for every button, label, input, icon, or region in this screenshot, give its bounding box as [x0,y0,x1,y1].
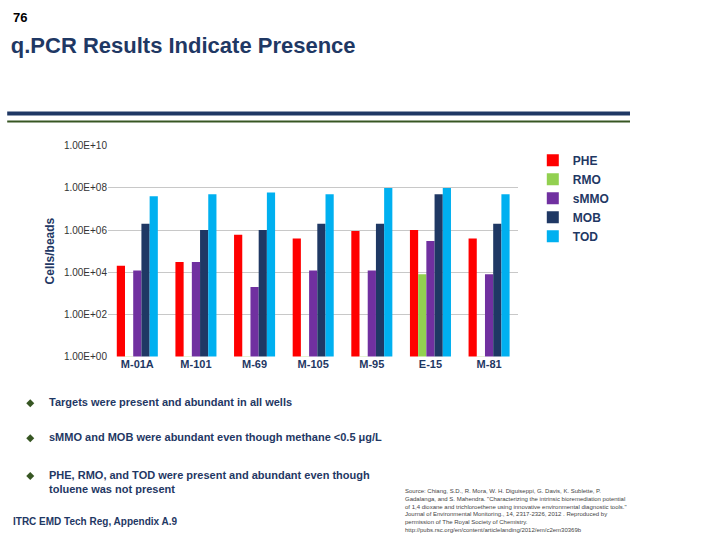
svg-text:RMO: RMO [573,173,601,187]
svg-text:ITRC EMD Tech Reg, Appendix A.: ITRC EMD Tech Reg, Appendix A.9 [13,516,178,527]
svg-text:q.PCR Results Indicate Presenc: q.PCR Results Indicate Presence [11,33,356,58]
svg-text:TOD: TOD [573,230,598,244]
svg-text:sMMO: sMMO [573,192,609,206]
svg-text:Cells/beads: Cells/beads [43,217,57,284]
svg-text:PHE, RMO, and TOD were present: PHE, RMO, and TOD were present and abund… [49,469,370,495]
svg-text:76: 76 [13,10,27,25]
svg-text:M-69: M-69 [242,358,267,370]
svg-text:1.00E+06: 1.00E+06 [64,225,108,236]
svg-text:M-81: M-81 [477,358,502,370]
svg-text:1.00E+04: 1.00E+04 [64,267,108,278]
svg-text:MOB: MOB [573,211,601,225]
svg-text:1.00E+00: 1.00E+00 [64,351,108,362]
svg-text:M-101: M-101 [180,358,211,370]
svg-text:M-01A: M-01A [121,358,154,370]
svg-text:PHE: PHE [573,154,598,168]
svg-text:1.00E+10: 1.00E+10 [64,140,108,151]
svg-text:sMMO and MOB were abundant eve: sMMO and MOB were abundant even though m… [49,431,382,443]
svg-text:Source: Chiang, S.D., R. Mora,: Source: Chiang, S.D., R. Mora, W. H. Dig… [405,488,627,533]
svg-text:1.00E+02: 1.00E+02 [64,309,108,320]
svg-text:E-15: E-15 [419,358,442,370]
svg-text:M-105: M-105 [298,358,329,370]
svg-text:M-95: M-95 [359,358,384,370]
svg-text:1.00E+08: 1.00E+08 [64,182,108,193]
svg-text:Targets were present and abund: Targets were present and abundant in all… [49,396,292,408]
